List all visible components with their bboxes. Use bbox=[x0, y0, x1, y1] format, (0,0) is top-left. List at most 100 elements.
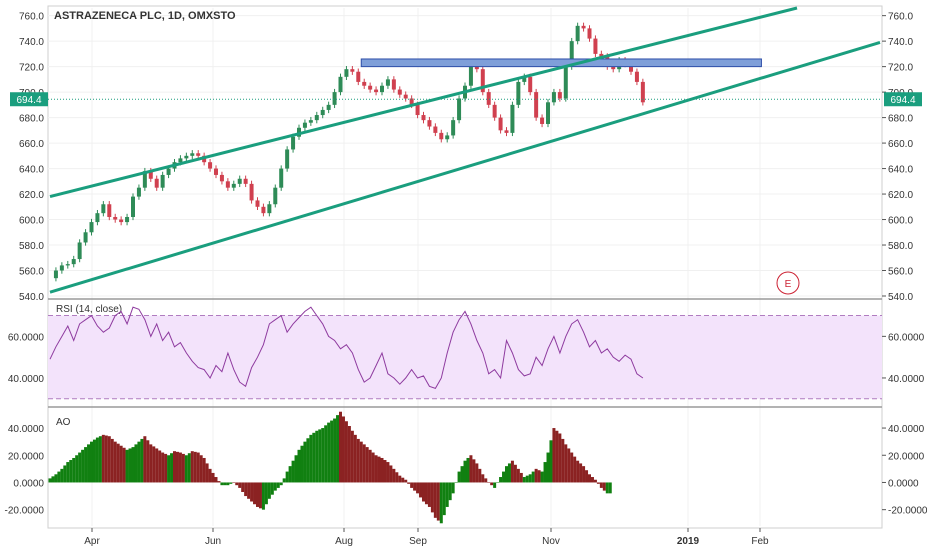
time-tick-label: Nov bbox=[542, 536, 560, 547]
ao-bar bbox=[398, 475, 402, 483]
ao-bar bbox=[585, 470, 589, 483]
candle-body bbox=[486, 92, 491, 105]
ao-pane[interactable]: AO bbox=[48, 411, 612, 524]
price-tick-label-left: 600.0 bbox=[19, 216, 44, 227]
candle-body bbox=[522, 76, 527, 82]
candle-body bbox=[95, 213, 100, 223]
price-tick-label-right: 580.0 bbox=[888, 241, 913, 252]
candle-body bbox=[409, 98, 414, 105]
candle-body bbox=[504, 130, 509, 133]
candle-body bbox=[125, 216, 130, 223]
ao-bar bbox=[241, 482, 245, 492]
candle-body bbox=[634, 71, 639, 82]
candle-body bbox=[551, 92, 556, 103]
last-price-left-label: 694.4 bbox=[16, 95, 41, 106]
earnings-marker-label: E bbox=[785, 279, 792, 290]
ao-bar bbox=[264, 482, 268, 505]
horizontal-zone[interactable] bbox=[360, 58, 762, 68]
ao-bar bbox=[309, 434, 313, 483]
ao-bar bbox=[534, 468, 538, 483]
ao-bar bbox=[602, 482, 606, 491]
ao-bar bbox=[128, 448, 132, 483]
ao-bar bbox=[107, 436, 111, 483]
ao-bar bbox=[220, 482, 224, 486]
candle-body bbox=[71, 259, 76, 265]
ao-bar bbox=[383, 460, 387, 483]
ao-bar bbox=[590, 477, 594, 483]
ao-bar bbox=[101, 434, 105, 483]
ao-bar bbox=[113, 441, 117, 483]
ao-bar bbox=[552, 428, 556, 483]
ao-bar bbox=[333, 418, 337, 483]
price-tick-label-left: 620.0 bbox=[19, 190, 44, 201]
last-price-badge-left: 694.4 bbox=[10, 92, 48, 107]
ao-bar bbox=[475, 463, 479, 483]
candle-body bbox=[492, 104, 497, 118]
ao-bar bbox=[116, 443, 120, 483]
ao-bar bbox=[312, 432, 316, 483]
trend-lines[interactable] bbox=[49, 6, 881, 294]
ao-bar bbox=[350, 430, 354, 483]
ao-bar bbox=[270, 482, 274, 495]
rsi-pane[interactable]: RSI (14, close) bbox=[48, 304, 882, 400]
ao-bar bbox=[356, 438, 360, 483]
ao-bar bbox=[104, 435, 108, 483]
price-tick-label-left: 680.0 bbox=[19, 114, 44, 125]
time-axis: Apr Jun Aug Sep Nov 2019 Feb bbox=[84, 528, 769, 547]
ao-bar bbox=[321, 428, 325, 483]
ao-tick-label-right: 40.0000 bbox=[888, 424, 925, 435]
ao-bar bbox=[407, 482, 411, 484]
ao-tick-label-right: 20.0000 bbox=[888, 451, 925, 462]
ao-bar bbox=[558, 433, 562, 483]
ao-bar bbox=[374, 455, 378, 483]
price-tick-label-right: 740.0 bbox=[888, 37, 913, 48]
candle-body bbox=[403, 94, 408, 99]
candle-body bbox=[160, 174, 165, 188]
candle-body bbox=[154, 178, 159, 188]
ao-bar bbox=[433, 482, 437, 518]
ao-bar bbox=[448, 482, 452, 501]
ao-bar bbox=[359, 441, 363, 483]
price-pane[interactable]: ASTRAZENECA PLC, 1D, OMXSTO E bbox=[48, 6, 882, 295]
ao-bar bbox=[454, 482, 458, 483]
ao-bar bbox=[244, 482, 248, 497]
ao-bar bbox=[576, 460, 580, 483]
ao-bar bbox=[149, 444, 153, 483]
ao-bar bbox=[330, 420, 334, 483]
resistance-zone-rect bbox=[360, 58, 762, 68]
candle-body bbox=[421, 115, 426, 121]
price-tick-label-left: 540.0 bbox=[19, 292, 44, 303]
ao-bar bbox=[155, 448, 159, 483]
candle-body bbox=[101, 204, 106, 214]
ao-bar bbox=[593, 479, 597, 483]
ao-bar bbox=[525, 475, 529, 483]
candle-body bbox=[563, 66, 568, 99]
ao-bar bbox=[516, 468, 520, 483]
ao-bar bbox=[167, 455, 171, 483]
ao-bar bbox=[605, 482, 609, 494]
candle-body bbox=[53, 270, 58, 279]
ao-bar bbox=[410, 482, 414, 488]
earnings-marker[interactable]: E bbox=[776, 271, 800, 295]
ao-bar bbox=[187, 453, 191, 483]
ao-bar bbox=[247, 482, 251, 499]
candle-body bbox=[575, 25, 580, 42]
ao-bar bbox=[119, 445, 123, 483]
candle-body bbox=[196, 153, 201, 156]
ao-bar bbox=[457, 471, 461, 483]
ao-bar bbox=[256, 482, 259, 507]
candle-body bbox=[219, 174, 224, 182]
candle-body bbox=[148, 171, 153, 179]
last-price-right-label: 694.4 bbox=[890, 95, 915, 106]
candle-body bbox=[136, 187, 141, 197]
ao-bar bbox=[48, 478, 52, 483]
candle-body bbox=[285, 149, 290, 169]
ao-bar bbox=[175, 451, 179, 483]
ao-bar bbox=[522, 477, 526, 483]
ao-bar bbox=[318, 429, 322, 483]
price-tick-label-right: 680.0 bbox=[888, 114, 913, 125]
candle-body bbox=[77, 242, 82, 260]
ao-bar bbox=[549, 440, 553, 483]
ao-bar bbox=[339, 411, 342, 483]
